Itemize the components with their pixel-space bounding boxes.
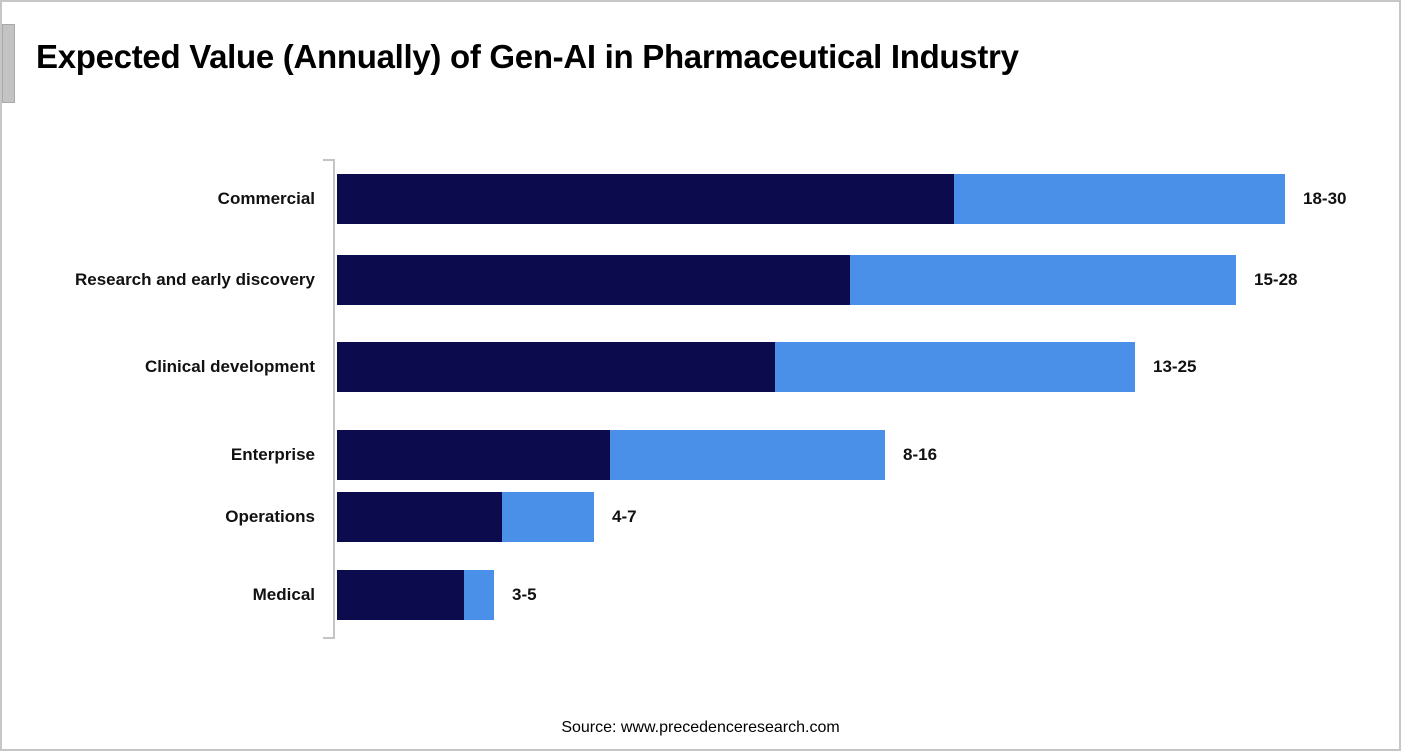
bar-segment-low	[337, 492, 502, 542]
bar-row: Medical 3-5	[2, 570, 1399, 620]
value-label: 8-16	[903, 445, 938, 464]
category-label: Clinical development	[144, 357, 315, 376]
category-label: Operations	[225, 507, 315, 526]
category-label: Medical	[252, 585, 315, 604]
category-label: Enterprise	[230, 445, 315, 464]
bar-segment-high	[850, 255, 1236, 305]
category-label: Research and early discovery	[74, 270, 315, 289]
bar-row: Enterprise 8-16	[2, 430, 1399, 480]
bar-segment-low	[337, 570, 464, 620]
bar-segment-high	[610, 430, 885, 480]
category-axis-line	[323, 159, 335, 639]
bar-segment-high	[464, 570, 494, 620]
bar-segment-low	[337, 342, 775, 392]
value-label: 3-5	[512, 585, 537, 604]
bar-segment-low	[337, 430, 610, 480]
bar-row: Commercial 18-30	[2, 174, 1399, 224]
bar-segment-high	[954, 174, 1285, 224]
source-text: Source: www.precedenceresearch.com	[561, 719, 840, 736]
value-label: 18-30	[1303, 189, 1347, 208]
bar-segment-high	[502, 492, 594, 542]
chart-title: Expected Value (Annually) of Gen-AI in P…	[36, 38, 1019, 75]
bar-row: Research and early discovery 15-28	[2, 255, 1399, 305]
bar-segment-low	[337, 174, 954, 224]
bar-segment-low	[337, 255, 850, 305]
bar-row: Clinical development 13-25	[2, 342, 1399, 392]
value-label: 4-7	[612, 507, 637, 526]
category-label: Commercial	[217, 189, 315, 208]
bar-segment-high	[775, 342, 1135, 392]
value-label: 15-28	[1254, 270, 1298, 289]
value-label: 13-25	[1153, 357, 1197, 376]
bar-row: Operations 4-7	[2, 492, 1399, 542]
accent-bar	[2, 24, 15, 103]
